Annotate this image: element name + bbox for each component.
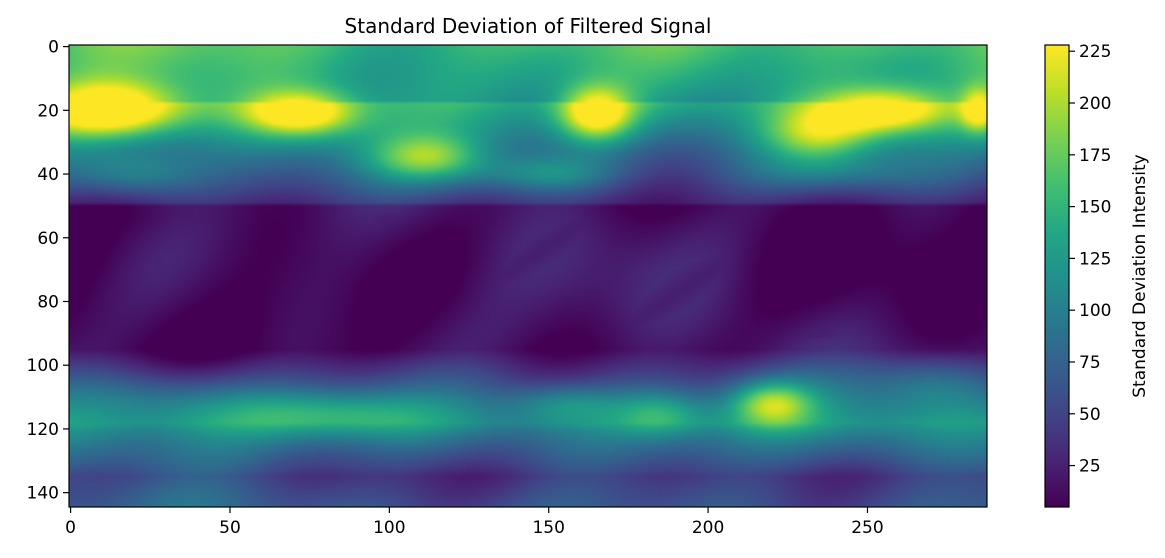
y-tick-label: 60	[37, 229, 59, 249]
x-tick-label: 0	[65, 518, 76, 538]
colorbar-tick-label: 150	[1079, 198, 1111, 218]
colorbar-tick-label: 25	[1079, 457, 1101, 477]
colorbar-tick-label: 175	[1079, 146, 1111, 166]
y-tick-label: 40	[37, 165, 59, 185]
y-tick-label: 20	[37, 101, 59, 121]
y-tick-label: 100	[27, 356, 59, 376]
colorbar-tick-label: 100	[1079, 301, 1111, 321]
y-tick-label: 140	[27, 484, 59, 504]
x-tick-label: 100	[373, 518, 405, 538]
heatmap-image	[69, 45, 987, 507]
x-tick-label: 200	[692, 518, 724, 538]
colorbar-tick-label: 125	[1079, 249, 1111, 269]
y-tick-label: 80	[37, 292, 59, 312]
y-tick-label: 0	[48, 38, 59, 58]
colorbar-tick-label: 50	[1079, 405, 1101, 425]
plot-frame	[68, 44, 988, 508]
y-tick-label: 120	[27, 420, 59, 440]
x-tick-label: 150	[532, 518, 564, 538]
x-axis: 0 50 100 150 200 250	[65, 507, 884, 538]
chart-title: Standard Deviation of Filtered Signal	[345, 14, 712, 38]
colorbar-label: Standard Deviation Intensity	[1130, 154, 1150, 397]
colorbar-tick-label: 200	[1079, 94, 1111, 114]
colorbar-tick-label: 225	[1079, 42, 1111, 62]
colorbar	[1044, 44, 1070, 508]
y-axis: 0 20 40 60 80 100 120 140	[27, 38, 69, 504]
x-tick-label: 50	[219, 518, 241, 538]
x-tick-label: 250	[851, 518, 883, 538]
colorbar-tick-label: 75	[1079, 353, 1101, 373]
colorbar-axis: 25 50 75 100 125 150 175 200 225	[1069, 42, 1111, 477]
